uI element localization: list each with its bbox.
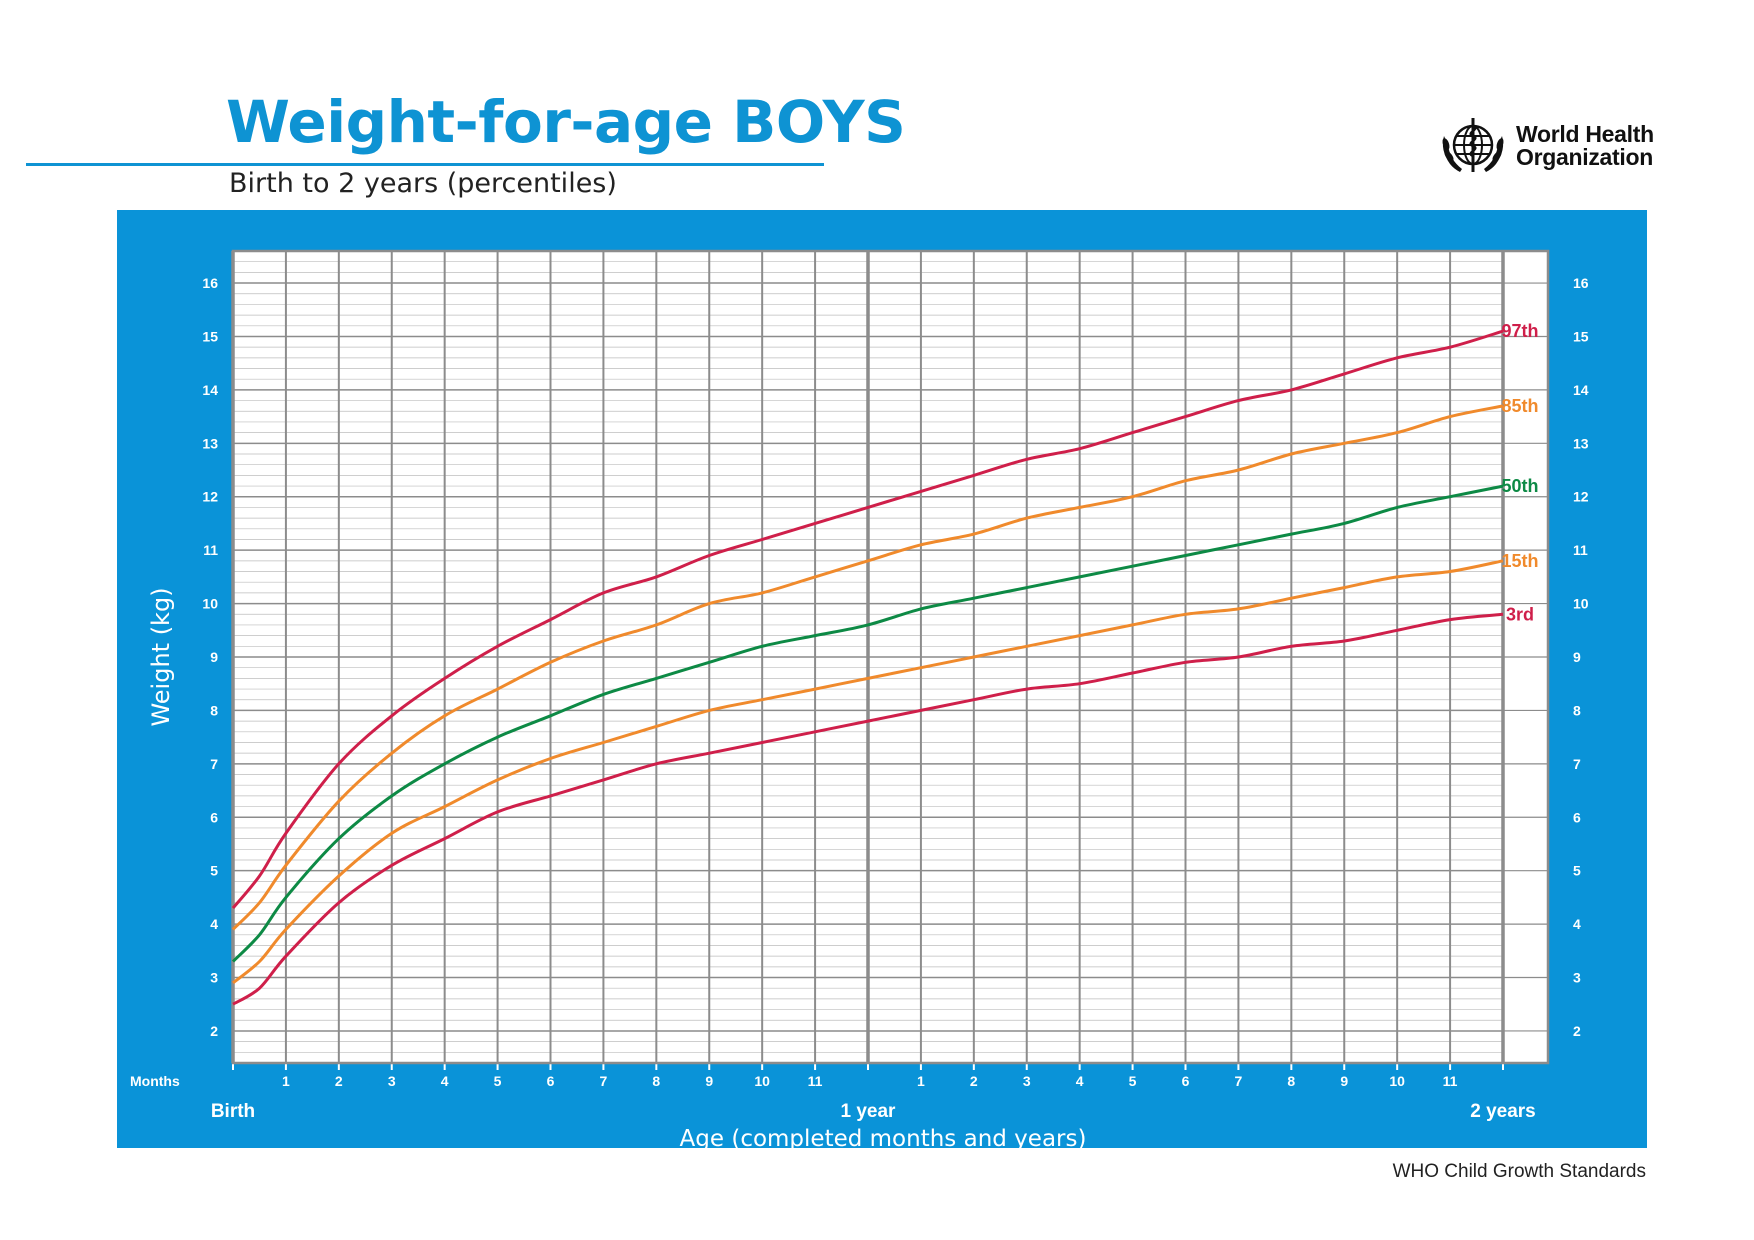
y-tick-label-left: 15 [202,328,218,344]
x-month-tick-label: 7 [1235,1073,1243,1089]
series-label-85th: 85th [1501,396,1538,416]
who-emblem-icon [1442,118,1504,172]
y-tick-label-right: 4 [1573,916,1581,932]
y-tick-label-left: 8 [210,702,218,718]
chart-panel: 2 2 3 3 4 4 5 5 6 6 7 7 8 8 9 9 10 10 11 11 12 12 13 13 14 14 15 15… [117,210,1647,1148]
x-month-tick-label: 11 [1443,1073,1458,1089]
series-line-15th [232,559,1504,985]
chart-title: Weight-for-age BOYS [226,88,906,156]
y-tick-label-right: 15 [1573,328,1589,344]
x-month-tick-label: 10 [754,1073,770,1089]
series-label-15th: 15th [1501,551,1538,571]
y-tick-label-right: 8 [1573,702,1581,718]
x-year-tick-label: 2 years [1470,1101,1536,1122]
title-underline [26,163,824,166]
y-tick-label-left: 2 [210,1023,218,1039]
x-month-tick-label: 11 [808,1073,823,1089]
who-logo: World Health Organization [1436,114,1656,180]
x-month-tick-label: 9 [1340,1073,1348,1089]
x-month-tick-label: 3 [388,1073,396,1089]
organization-name: World Health Organization [1516,123,1654,169]
x-month-tick-label: 6 [547,1073,555,1089]
series-line-97th [231,329,1504,910]
y-tick-label-left: 16 [202,275,218,291]
y-tick-label-right: 12 [1573,489,1589,505]
series-label-97th: 97th [1501,321,1538,341]
y-tick-label-left: 14 [202,382,218,398]
x-month-tick-label: 8 [652,1073,660,1089]
x-month-tick-label: 4 [1076,1073,1084,1089]
y-tick-label-right: 14 [1573,382,1589,398]
y-tick-label-left: 11 [203,542,218,558]
org-name-line1: World Health [1516,121,1654,147]
series-line-85th [231,404,1504,931]
y-tick-label-left: 12 [202,489,218,505]
x-unit-label: Months [130,1073,180,1089]
org-name-line2: Organization [1516,144,1653,170]
y-tick-label-left: 13 [202,435,218,451]
y-tick-label-left: 10 [202,596,218,612]
x-year-tick-label: Birth [211,1101,255,1122]
y-tick-label-right: 10 [1573,596,1589,612]
y-tick-label-right: 2 [1573,1023,1581,1039]
y-tick-label-right: 13 [1573,435,1589,451]
series-line-3rd [232,612,1504,1006]
y-tick-label-left: 5 [210,863,218,879]
x-month-tick-label: 9 [705,1073,713,1089]
x-month-tick-label: 10 [1389,1073,1405,1089]
series-line-50th [231,484,1504,963]
y-tick-label-right: 3 [1573,970,1581,986]
x-month-tick-label: 4 [441,1073,449,1089]
x-month-tick-label: 3 [1023,1073,1031,1089]
series-label-3rd: 3rd [1506,604,1534,624]
x-year-tick-label: 1 year [841,1101,897,1122]
x-axis-label: Age (completed months and years) [680,1126,1087,1148]
y-tick-label-left: 6 [210,809,218,825]
x-month-tick-label: 1 [282,1073,290,1089]
x-month-tick-label: 2 [335,1073,343,1089]
chart-subtitle: Birth to 2 years (percentiles) [229,168,617,199]
y-tick-label-left: 4 [210,916,218,932]
plot-frame [231,249,1550,1065]
x-month-tick-label: 8 [1287,1073,1295,1089]
y-tick-label-right: 11 [1573,542,1588,558]
y-tick-label-left: 3 [210,970,218,986]
x-month-tick-label: 7 [600,1073,608,1089]
x-month-tick-label: 1 [917,1073,925,1089]
y-tick-label-right: 9 [1573,649,1581,665]
y-tick-label-right: 7 [1573,756,1581,772]
x-month-tick-label: 6 [1182,1073,1190,1089]
x-month-tick-label: 5 [494,1073,502,1089]
y-tick-label-right: 6 [1573,809,1581,825]
y-tick-label-left: 7 [210,756,218,772]
x-month-tick-label: 5 [1129,1073,1137,1089]
y-tick-label-right: 16 [1573,275,1589,291]
y-tick-label-left: 9 [210,649,218,665]
series-label-50th: 50th [1501,476,1538,496]
footer-source: WHO Child Growth Standards [1392,1161,1646,1182]
y-axis-label: Weight (kg) [147,587,175,726]
x-month-tick-label: 2 [970,1073,978,1089]
y-tick-label-right: 5 [1573,863,1581,879]
